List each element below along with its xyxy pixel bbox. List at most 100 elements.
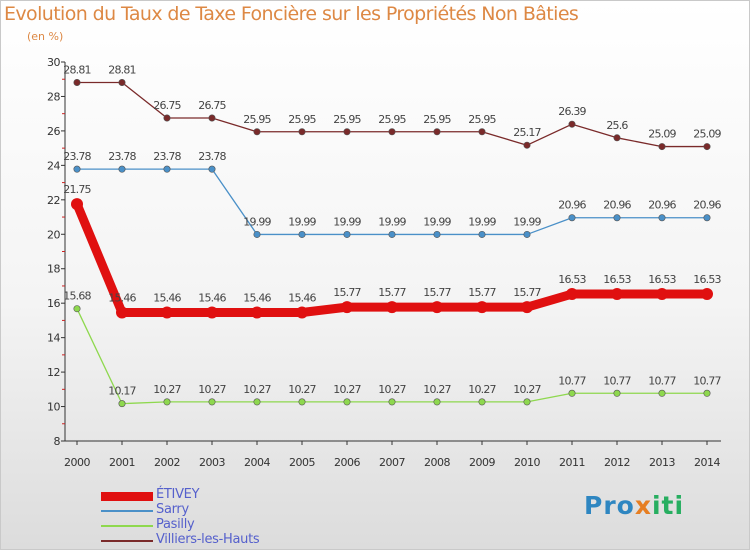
data-label-tivey: 15.77	[333, 286, 361, 299]
data-label-sarry: 20.96	[693, 199, 721, 212]
legend-label: Villiers-les-Hauts	[156, 532, 260, 547]
data-label-pasilly: 10.77	[648, 374, 676, 387]
data-label-sarry: 19.99	[423, 215, 451, 228]
data-point-tivey	[521, 301, 533, 314]
data-label-pasilly: 10.27	[378, 383, 406, 396]
y-tick-label: 16	[47, 297, 60, 310]
data-point-tivey	[161, 306, 173, 319]
data-point-tivey	[71, 198, 83, 211]
data-label-pasilly: 10.27	[243, 383, 271, 396]
data-label-villiers-les-hauts: 26.39	[558, 105, 586, 118]
legend-swatch	[101, 492, 153, 501]
y-tick-label: 20	[47, 228, 60, 241]
data-label-pasilly: 10.17	[108, 385, 136, 398]
data-label-tivey: 15.77	[378, 286, 406, 299]
data-label-pasilly: 10.27	[198, 383, 226, 396]
x-tick-label: 2000	[64, 456, 90, 469]
data-point-pasilly	[433, 398, 441, 406]
y-tick-label: 18	[47, 263, 60, 276]
data-label-villiers-les-hauts: 25.95	[288, 113, 316, 126]
data-label-sarry: 19.99	[513, 215, 541, 228]
legend-swatch	[101, 510, 153, 512]
data-label-villiers-les-hauts: 25.95	[423, 113, 451, 126]
data-point-pasilly	[118, 400, 126, 408]
data-point-sarry	[658, 214, 666, 222]
data-label-pasilly: 10.77	[558, 374, 586, 387]
x-tick-label: 2014	[694, 456, 720, 469]
data-point-pasilly	[343, 398, 351, 406]
data-point-pasilly	[73, 305, 81, 313]
data-point-villiers-les-hauts	[343, 128, 351, 136]
data-label-pasilly: 10.27	[153, 383, 181, 396]
data-label-villiers-les-hauts: 26.75	[153, 99, 181, 112]
data-label-sarry: 20.96	[603, 199, 631, 212]
data-label-tivey: 15.46	[198, 291, 226, 304]
data-label-tivey: 21.75	[63, 183, 91, 196]
data-label-villiers-les-hauts: 25.09	[648, 128, 676, 141]
data-point-pasilly	[163, 398, 171, 406]
data-point-villiers-les-hauts	[118, 79, 126, 87]
x-tick-label: 2005	[289, 456, 315, 469]
y-tick-label: 14	[47, 332, 60, 345]
data-point-pasilly	[523, 398, 531, 406]
data-point-sarry	[388, 230, 396, 238]
chart-title: Evolution du Taux de Taxe Foncière sur l…	[4, 3, 579, 25]
data-label-tivey: 16.53	[603, 273, 631, 286]
data-label-villiers-les-hauts: 28.81	[63, 64, 91, 77]
data-label-tivey: 15.77	[468, 286, 496, 299]
data-label-pasilly: 10.77	[693, 374, 721, 387]
data-label-tivey: 16.53	[648, 273, 676, 286]
data-point-tivey	[206, 306, 218, 319]
data-point-villiers-les-hauts	[658, 143, 666, 151]
data-label-pasilly: 10.27	[423, 383, 451, 396]
data-point-sarry	[253, 230, 261, 238]
data-point-sarry	[73, 165, 81, 173]
data-point-villiers-les-hauts	[433, 128, 441, 136]
data-point-tivey	[251, 306, 263, 319]
x-tick-label: 2009	[469, 456, 495, 469]
data-label-villiers-les-hauts: 25.95	[468, 113, 496, 126]
series-lines	[71, 79, 713, 408]
data-point-pasilly	[253, 398, 261, 406]
data-label-sarry: 19.99	[378, 215, 406, 228]
x-tick-label: 2001	[109, 456, 135, 469]
data-point-villiers-les-hauts	[388, 128, 396, 136]
chart-subtitle: (en %)	[27, 30, 64, 43]
data-label-villiers-les-hauts: 25.09	[693, 128, 721, 141]
data-label-sarry: 19.99	[243, 215, 271, 228]
y-tick-label: 28	[47, 90, 60, 103]
y-tick-label: 22	[47, 194, 60, 207]
data-label-villiers-les-hauts: 25.95	[243, 113, 271, 126]
legend-label: Pasilly	[156, 517, 195, 532]
data-point-tivey	[116, 306, 128, 319]
data-label-pasilly: 10.27	[333, 383, 361, 396]
data-label-villiers-les-hauts: 26.75	[198, 99, 226, 112]
x-tick-label: 2008	[424, 456, 450, 469]
data-point-sarry	[568, 214, 576, 222]
data-point-villiers-les-hauts	[568, 120, 576, 128]
data-label-villiers-les-hauts: 25.6	[606, 119, 628, 132]
data-label-tivey: 15.77	[513, 286, 541, 299]
data-point-villiers-les-hauts	[523, 141, 531, 149]
x-tick-label: 2004	[244, 456, 270, 469]
data-label-sarry: 23.78	[198, 150, 226, 163]
y-tick-label: 24	[47, 159, 60, 172]
x-tick-label: 2012	[604, 456, 630, 469]
legend-swatch	[101, 525, 153, 527]
data-point-pasilly	[388, 398, 396, 406]
x-tick-label: 2011	[559, 456, 585, 469]
data-point-tivey	[341, 301, 353, 314]
data-point-villiers-les-hauts	[73, 79, 81, 87]
data-label-tivey: 16.53	[693, 273, 721, 286]
data-point-pasilly	[208, 398, 216, 406]
data-label-villiers-les-hauts: 25.95	[333, 113, 361, 126]
x-tick-label: 2002	[154, 456, 180, 469]
y-tick-label: 26	[47, 125, 60, 138]
data-point-sarry	[613, 214, 621, 222]
data-label-tivey: 15.46	[153, 291, 181, 304]
data-point-tivey	[296, 306, 308, 319]
axes: 8 10 12 14 16 18 20 22 24 26 28 30 2000 2001 2002 2003 2…	[47, 56, 721, 469]
